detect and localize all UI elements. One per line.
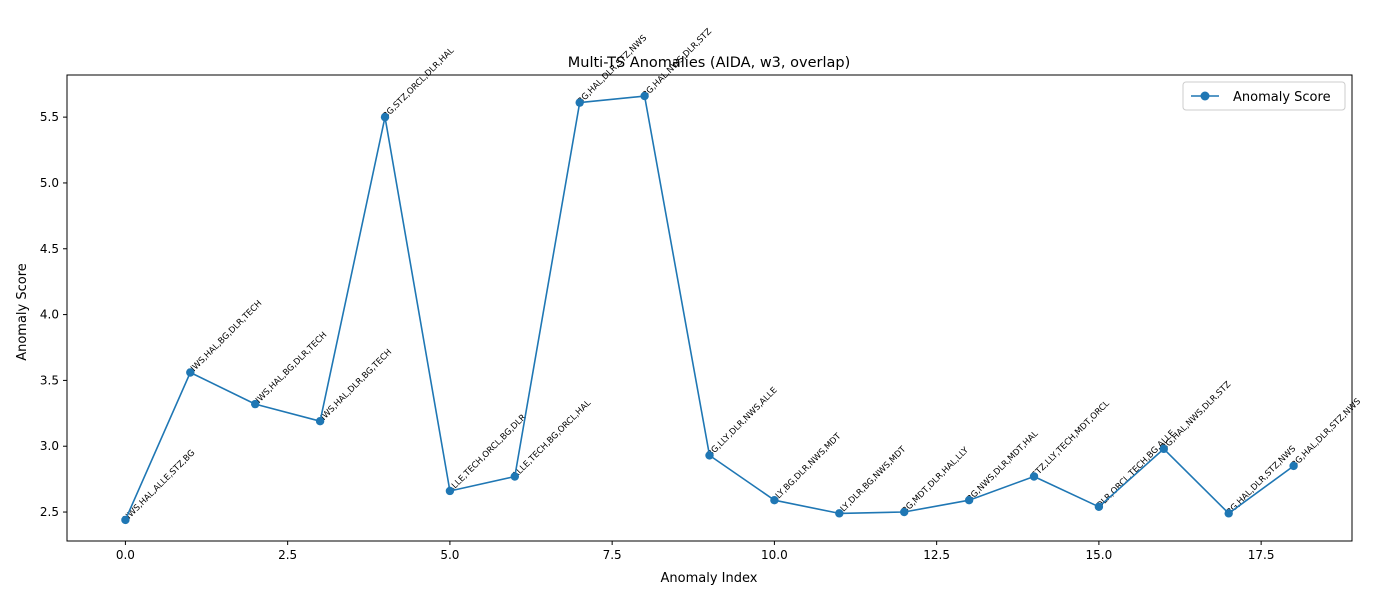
data-point (705, 451, 714, 460)
x-tick-label: 0.0 (116, 548, 135, 562)
point-annotation: ALLE,TECH,BG,ORCL,HAL (511, 398, 593, 480)
data-point (1029, 472, 1039, 481)
data-point (835, 509, 844, 518)
y-tick-label: 5.5 (40, 110, 59, 124)
point-annotation: LLY,DLR,BG,NWS,MDT (835, 444, 908, 517)
x-tick-label: 5.0 (440, 548, 459, 562)
point-annotation: NWS,HAL,ALLE,STZ,BG (121, 448, 197, 524)
x-tick-label: 2.5 (278, 548, 297, 562)
data-point (575, 98, 584, 107)
data-point (380, 112, 390, 122)
data-point (770, 495, 779, 505)
y-tick-label: 2.5 (40, 505, 59, 519)
data-point (1159, 444, 1168, 454)
data-point (510, 472, 520, 481)
legend: Anomaly Score (1182, 81, 1346, 111)
y-tick-label: 4.0 (40, 308, 59, 322)
point-annotation: BG,HAL,DLR,STZ,NWS (1225, 444, 1298, 517)
point-annotation: NWS,HAL,BG,DLR,TECH (251, 330, 329, 408)
data-point (964, 495, 974, 505)
data-point (445, 486, 455, 496)
x-axis-label: Anomaly Index (661, 571, 758, 586)
x-tick-label: 7.5 (603, 548, 622, 562)
data-point (899, 507, 909, 517)
y-tick-label: 5.0 (40, 176, 59, 190)
y-tick-label: 4.5 (40, 242, 59, 256)
data-point (315, 417, 325, 426)
series-layer (121, 91, 1298, 525)
chart-title: Multi-TS Anomalies (AIDA, w3, overlap) (568, 55, 850, 71)
point-annotation: BG,NWS,DLR,MDT,HAL (965, 429, 1040, 504)
point-annotation: BG,STZ,ORCL,DLR,HAL (381, 46, 456, 121)
legend-marker (1200, 91, 1210, 101)
plot-frame (66, 74, 1353, 542)
data-point (186, 368, 195, 377)
x-tick-label: 17.5 (1248, 548, 1275, 562)
data-point (640, 91, 649, 101)
data-point (251, 399, 260, 409)
point-annotation: LLY,BG,DLR,NWS,MDT (770, 431, 843, 504)
data-point (1224, 509, 1233, 518)
point-annotation: BG,LLY,DLR,NWS,ALLE (706, 386, 780, 460)
y-tick-label: 3.5 (40, 373, 59, 387)
x-tick-label: 10.0 (761, 548, 788, 562)
data-point (1094, 502, 1104, 511)
data-point (121, 515, 130, 525)
x-tick-label: 15.0 (1086, 548, 1113, 562)
legend-label: Anomaly Score (1233, 90, 1331, 105)
annotations-layer: NWS,HAL,ALLE,STZ,BG NWS,HAL,BG,DLR,TECHNW… (121, 27, 1363, 524)
legend-box (1182, 81, 1346, 111)
x-tick-label: 12.5 (923, 548, 950, 562)
y-tick-label: 3.0 (40, 439, 59, 453)
point-annotation: NWS,HAL,BG,DLR,TECH (186, 299, 264, 377)
point-annotation: STZ,LLY,TECH,MDT,ORCL (1030, 399, 1112, 481)
data-point (1289, 461, 1298, 471)
y-axis-label: Anomaly Score (15, 263, 30, 361)
point-annotation: BG,HAL,NWS,DLR,STZ (1160, 380, 1234, 454)
axes-layer: 0.0 2.5 5.0 7.5 10.0 12.5 15.0 17.5 2.5 3.0 3.5 4.0… (40, 74, 1353, 562)
